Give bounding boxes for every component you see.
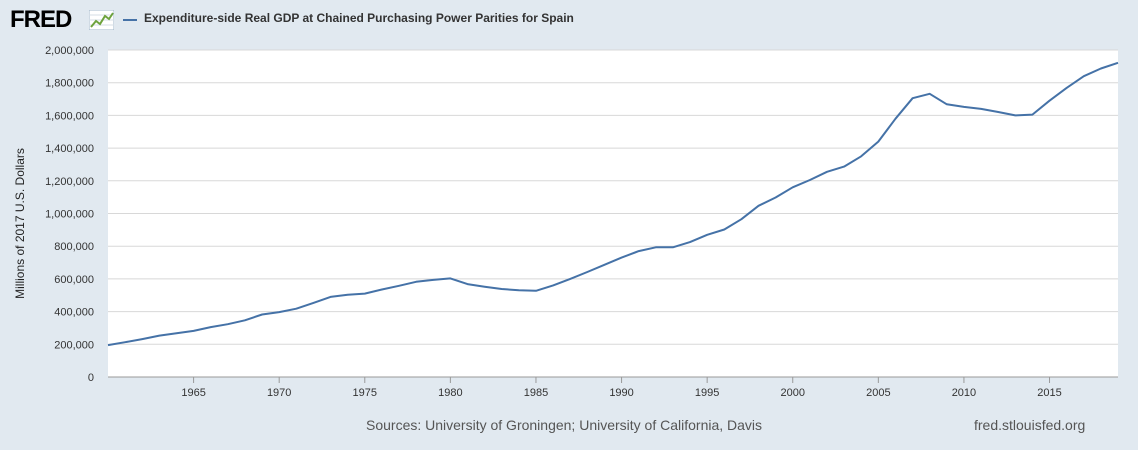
legend-label[interactable]: Expenditure-side Real GDP at Chained Pur… [144, 11, 574, 25]
x-tick-label: 2010 [952, 387, 976, 399]
x-tick-label: 2015 [1037, 387, 1061, 399]
y-tick-label: 2,000,000 [45, 45, 94, 57]
x-tick-label: 1990 [609, 387, 633, 399]
y-tick-label: 200,000 [54, 339, 94, 351]
fred-url[interactable]: fred.stlouisfed.org [974, 417, 1086, 433]
x-tick-label: 1995 [695, 387, 719, 399]
x-tick-label: 1980 [438, 387, 462, 399]
series-layer [107, 61, 1119, 347]
x-tick-label: 1965 [181, 387, 205, 399]
fred-logo-graph-icon [89, 10, 114, 30]
y-tick-label: 1,400,000 [45, 143, 94, 155]
x-tick-label: 2000 [781, 387, 805, 399]
x-tick-label: 1985 [524, 387, 548, 399]
x-tick-label: 1975 [353, 387, 377, 399]
y-axis-title: Millions of 2017 U.S. Dollars [13, 148, 27, 299]
series-line[interactable] [107, 61, 1119, 347]
y-tick-label: 1,600,000 [45, 110, 94, 122]
source-note: Sources: University of Groningen; Univer… [366, 417, 763, 433]
x-tick-label: 1970 [267, 387, 291, 399]
y-tick-label: 1,200,000 [45, 176, 94, 188]
y-tick-label: 600,000 [54, 274, 94, 286]
legend-swatch [123, 19, 137, 21]
y-tick-label: 1,000,000 [45, 209, 94, 221]
y-tick-label: 800,000 [54, 241, 94, 253]
fred-logo[interactable]: FRED [10, 6, 72, 33]
y-tick-label: 400,000 [54, 307, 94, 319]
x-tick-label: 2005 [866, 387, 890, 399]
y-axis: 0 200,000 400,000 600,000 800,000 1,000,000 1,… [45, 45, 94, 384]
x-axis: 1965 1970 1975 1980 1985 1990 1995 2000 2005 2010… [108, 376, 1118, 399]
chart-header: FRED Expenditure-side Real GDP at Chaine… [0, 0, 1138, 40]
y-tick-label: 1,800,000 [45, 78, 94, 90]
y-tick-label: 0 [88, 372, 94, 384]
